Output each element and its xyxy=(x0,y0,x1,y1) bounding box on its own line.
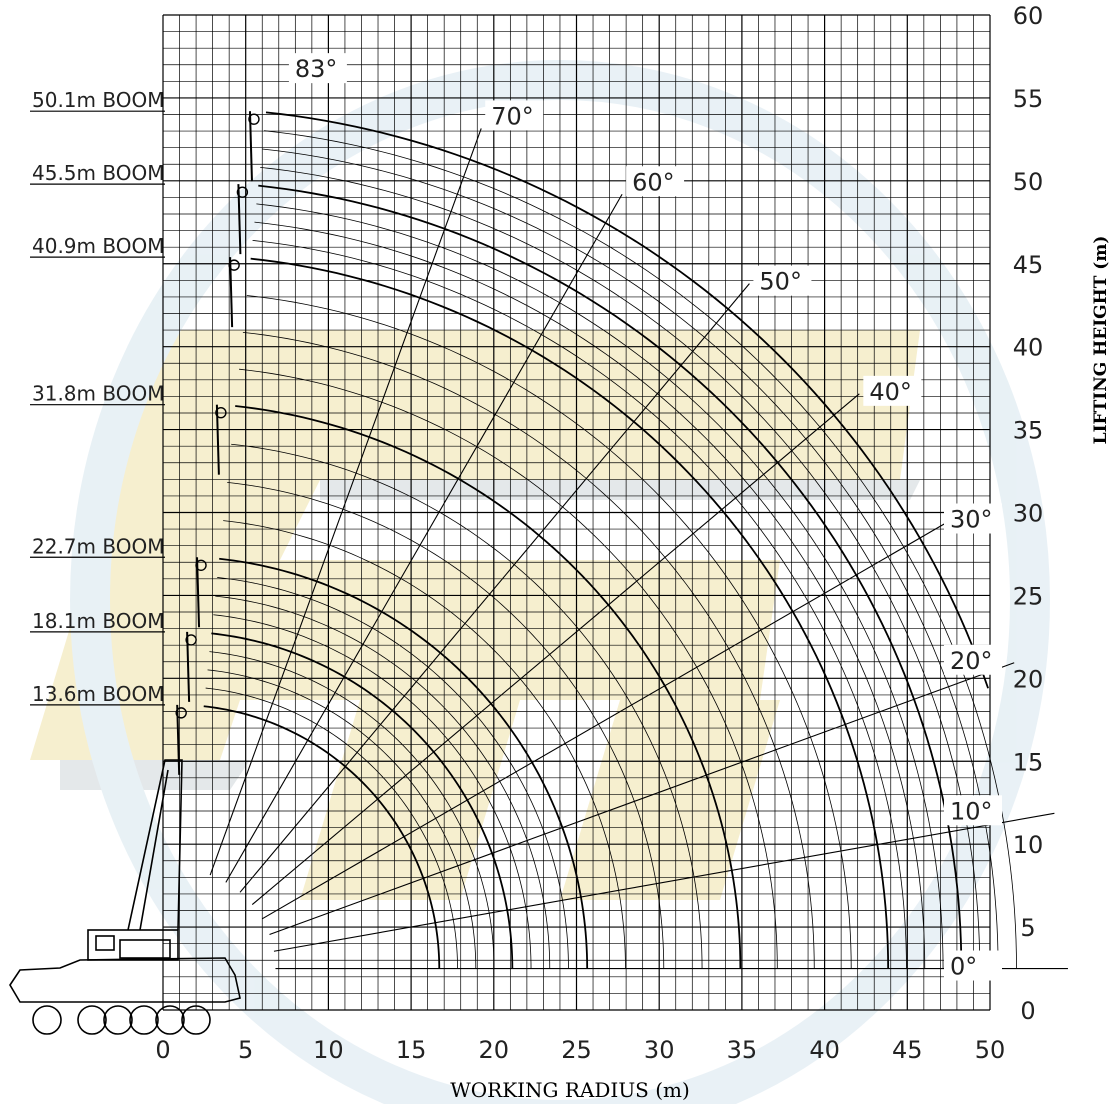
boom-tip-sheave xyxy=(185,634,197,646)
x-tick-label: 45 xyxy=(892,1036,923,1064)
angle-label: 60° xyxy=(632,168,675,196)
boom-angle-lines xyxy=(209,128,1068,970)
y-tick-label: 30 xyxy=(1013,500,1044,528)
angle-label: 20° xyxy=(950,647,993,675)
angle-line xyxy=(209,128,482,876)
angle-line xyxy=(239,283,750,893)
chart-labels: 0 5 10 15 20 25 30 35 40 45 50 0 5 10 15 20 25 30 35 40 45 50… xyxy=(30,2,1111,1102)
y-tick-label: 0 xyxy=(1020,997,1035,1025)
y-tick-label: 15 xyxy=(1013,748,1044,776)
angle-line xyxy=(251,393,860,906)
angle-label: 50° xyxy=(759,268,802,296)
y-tick-label: 40 xyxy=(1013,334,1044,362)
angle-line xyxy=(225,193,623,883)
angle-label: 0° xyxy=(950,953,977,981)
y-tick-label: 60 xyxy=(1013,2,1044,30)
angle-label-bg xyxy=(944,503,1002,534)
boom-length-label: 50.1m BOOM xyxy=(32,88,164,112)
angle-label-bg xyxy=(944,950,1002,981)
angle-label-bg xyxy=(944,795,1002,826)
x-tick-label: 40 xyxy=(809,1036,840,1064)
angle-label: 70° xyxy=(491,102,534,130)
angle-label-bg xyxy=(944,644,1002,675)
angle-line xyxy=(273,812,1055,952)
x-tick-label: 50 xyxy=(975,1036,1006,1064)
y-tick-label: 10 xyxy=(1013,831,1044,859)
angle-line xyxy=(269,662,1015,936)
x-tick-label: 25 xyxy=(561,1036,592,1064)
boom-tip-sheave xyxy=(248,113,260,125)
angle-label-bg xyxy=(753,265,812,296)
watermark-logo xyxy=(30,60,1050,1108)
boom-length-label: 45.5m BOOM xyxy=(32,161,164,185)
boom-tip-sheave xyxy=(228,259,240,271)
boom-tip-sheave xyxy=(195,559,207,571)
x-axis-label: WORKING RADIUS (m) xyxy=(450,1078,690,1102)
boom-length-label: 18.1m BOOM xyxy=(32,609,164,633)
x-tick-label: 15 xyxy=(396,1036,427,1064)
x-tick-label: 30 xyxy=(644,1036,675,1064)
x-tick-label: 5 xyxy=(238,1036,253,1064)
boom-tip-sheave xyxy=(215,407,227,419)
boom-length-label: 22.7m BOOM xyxy=(32,534,164,558)
angle-label-bg xyxy=(485,100,544,131)
boom-length-label: 31.8m BOOM xyxy=(32,382,164,406)
x-tick-label: 35 xyxy=(727,1036,758,1064)
y-tick-label: 45 xyxy=(1013,251,1044,279)
y-tick-label: 5 xyxy=(1020,914,1035,942)
angle-label: 30° xyxy=(950,506,993,534)
y-axis-label: LIFTING HEIGHT (m) xyxy=(1091,236,1111,445)
boom-length-label: 13.6m BOOM xyxy=(32,682,164,706)
angle-label: 10° xyxy=(950,797,993,825)
boom-tip-sheave xyxy=(175,707,187,719)
crane-silhouette xyxy=(9,759,241,1035)
y-tick-label: 25 xyxy=(1013,582,1044,610)
boom-tip-sheave xyxy=(236,186,249,198)
angle-label-bg xyxy=(288,53,347,84)
angle-line xyxy=(261,521,949,920)
y-tick-label: 50 xyxy=(1013,168,1044,196)
x-tick-label: 0 xyxy=(155,1036,170,1064)
boom-length-label: 40.9m BOOM xyxy=(32,234,164,258)
y-tick-label: 55 xyxy=(1013,85,1044,113)
y-tick-label: 20 xyxy=(1013,665,1044,693)
chart-grid xyxy=(162,14,991,1011)
angle-label: 40° xyxy=(869,378,912,406)
y-tick-label: 35 xyxy=(1013,417,1044,445)
x-tick-label: 10 xyxy=(313,1036,344,1064)
wheels xyxy=(32,1005,211,1035)
angle-label-bg xyxy=(626,166,685,197)
x-tick-label: 20 xyxy=(479,1036,510,1064)
boom-arc xyxy=(265,111,989,689)
angle-label-bg xyxy=(863,375,922,406)
angle-label: 83° xyxy=(295,55,338,83)
